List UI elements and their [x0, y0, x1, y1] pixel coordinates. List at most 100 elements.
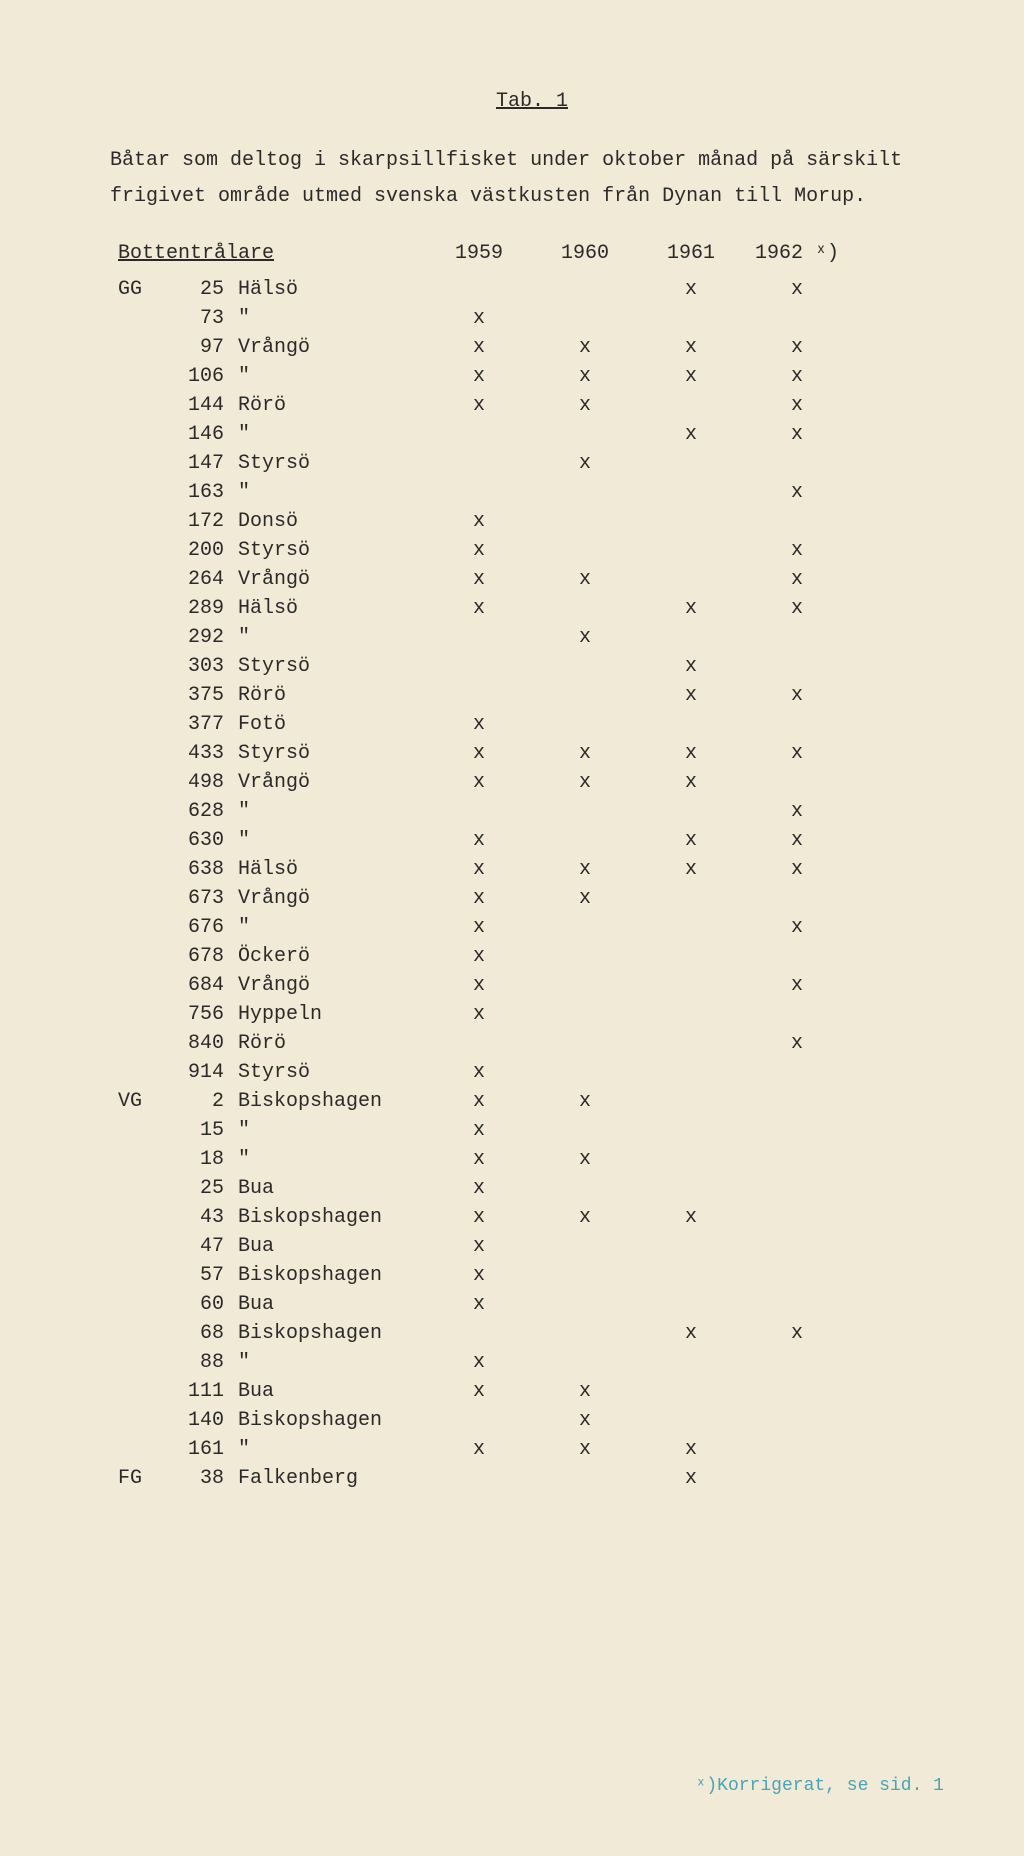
cell-name: Biskopshagen	[230, 1203, 426, 1232]
cell-number: 375	[166, 681, 230, 710]
cell-name: "	[230, 304, 426, 333]
cell-year	[638, 1232, 744, 1261]
cell-year: x	[744, 826, 850, 855]
cell-year: x	[638, 275, 744, 304]
document-page: Tab. 1 Båtar som deltog i skarpsillfiske…	[0, 0, 1024, 1856]
cell-name: Rörö	[230, 681, 426, 710]
cell-year	[638, 884, 744, 913]
cell-year	[532, 1232, 638, 1261]
cell-name: Styrsö	[230, 652, 426, 681]
cell-name: Fotö	[230, 710, 426, 739]
table-row: 97Vrångöxxxx	[110, 333, 850, 362]
cell-year: x	[744, 362, 850, 391]
cell-year	[744, 1406, 850, 1435]
cell-name: Styrsö	[230, 536, 426, 565]
cell-prefix	[110, 391, 166, 420]
cell-prefix	[110, 1029, 166, 1058]
cell-number: 756	[166, 1000, 230, 1029]
cell-year	[744, 1290, 850, 1319]
cell-name: "	[230, 420, 426, 449]
data-table: Bottentrålare 1959 1960 1961 1962 ˣ) GG2…	[110, 239, 850, 1493]
cell-year	[744, 768, 850, 797]
table-row: 73"x	[110, 304, 850, 333]
cell-year: x	[426, 304, 532, 333]
cell-name: Biskopshagen	[230, 1406, 426, 1435]
cell-name: Rörö	[230, 391, 426, 420]
cell-prefix	[110, 449, 166, 478]
cell-year: x	[426, 333, 532, 362]
cell-year: x	[426, 884, 532, 913]
cell-prefix	[110, 1435, 166, 1464]
cell-year	[638, 1029, 744, 1058]
cell-year	[532, 1116, 638, 1145]
table-row: 914Styrsöx	[110, 1058, 850, 1087]
cell-year	[638, 507, 744, 536]
cell-number: 684	[166, 971, 230, 1000]
cell-year: x	[744, 536, 850, 565]
table-row: 498Vrångöxxx	[110, 768, 850, 797]
cell-prefix	[110, 1348, 166, 1377]
cell-year	[532, 1029, 638, 1058]
table-row: 25Buax	[110, 1174, 850, 1203]
cell-name: "	[230, 913, 426, 942]
cell-year	[532, 478, 638, 507]
cell-name: "	[230, 362, 426, 391]
table-row: 88"x	[110, 1348, 850, 1377]
cell-year	[638, 710, 744, 739]
cell-name: Hälsö	[230, 855, 426, 884]
cell-year	[744, 652, 850, 681]
cell-prefix	[110, 362, 166, 391]
cell-year: x	[426, 1058, 532, 1087]
col-year-0: 1959	[426, 239, 532, 275]
cell-number: 144	[166, 391, 230, 420]
cell-year	[532, 275, 638, 304]
table-row: 433Styrsöxxxx	[110, 739, 850, 768]
cell-year: x	[426, 1377, 532, 1406]
cell-prefix: VG	[110, 1087, 166, 1116]
cell-number: 15	[166, 1116, 230, 1145]
cell-prefix	[110, 594, 166, 623]
cell-name: Bua	[230, 1290, 426, 1319]
cell-year	[532, 1058, 638, 1087]
cell-prefix	[110, 507, 166, 536]
cell-year	[532, 536, 638, 565]
cell-name: "	[230, 1348, 426, 1377]
cell-year: x	[426, 855, 532, 884]
cell-year: x	[532, 1145, 638, 1174]
cell-prefix	[110, 971, 166, 1000]
cell-year: x	[426, 594, 532, 623]
cell-year	[744, 304, 850, 333]
cell-year	[638, 1348, 744, 1377]
cell-year	[532, 710, 638, 739]
cell-year	[744, 1232, 850, 1261]
table-row: 161"xxx	[110, 1435, 850, 1464]
header-label: Bottentrålare	[118, 242, 274, 265]
table-row: 146"xx	[110, 420, 850, 449]
cell-year: x	[744, 333, 850, 362]
cell-name: Vrångö	[230, 884, 426, 913]
table-row: 106"xxxx	[110, 362, 850, 391]
cell-year: x	[426, 1087, 532, 1116]
table-row: 18"xx	[110, 1145, 850, 1174]
cell-year	[744, 710, 850, 739]
cell-number: 377	[166, 710, 230, 739]
table-row: 264Vrångöxxx	[110, 565, 850, 594]
cell-name: "	[230, 1145, 426, 1174]
cell-number: 43	[166, 1203, 230, 1232]
cell-prefix: FG	[110, 1464, 166, 1493]
cell-year	[532, 971, 638, 1000]
cell-prefix	[110, 855, 166, 884]
cell-year: x	[532, 333, 638, 362]
cell-year	[744, 1116, 850, 1145]
cell-year: x	[638, 768, 744, 797]
cell-year: x	[532, 739, 638, 768]
cell-prefix	[110, 739, 166, 768]
cell-name: Hälsö	[230, 594, 426, 623]
cell-year: x	[426, 1290, 532, 1319]
cell-prefix	[110, 768, 166, 797]
table-header-row: Bottentrålare 1959 1960 1961 1962 ˣ)	[110, 239, 850, 275]
cell-prefix	[110, 1290, 166, 1319]
cell-year	[744, 1435, 850, 1464]
cell-year	[532, 826, 638, 855]
cell-prefix	[110, 1232, 166, 1261]
